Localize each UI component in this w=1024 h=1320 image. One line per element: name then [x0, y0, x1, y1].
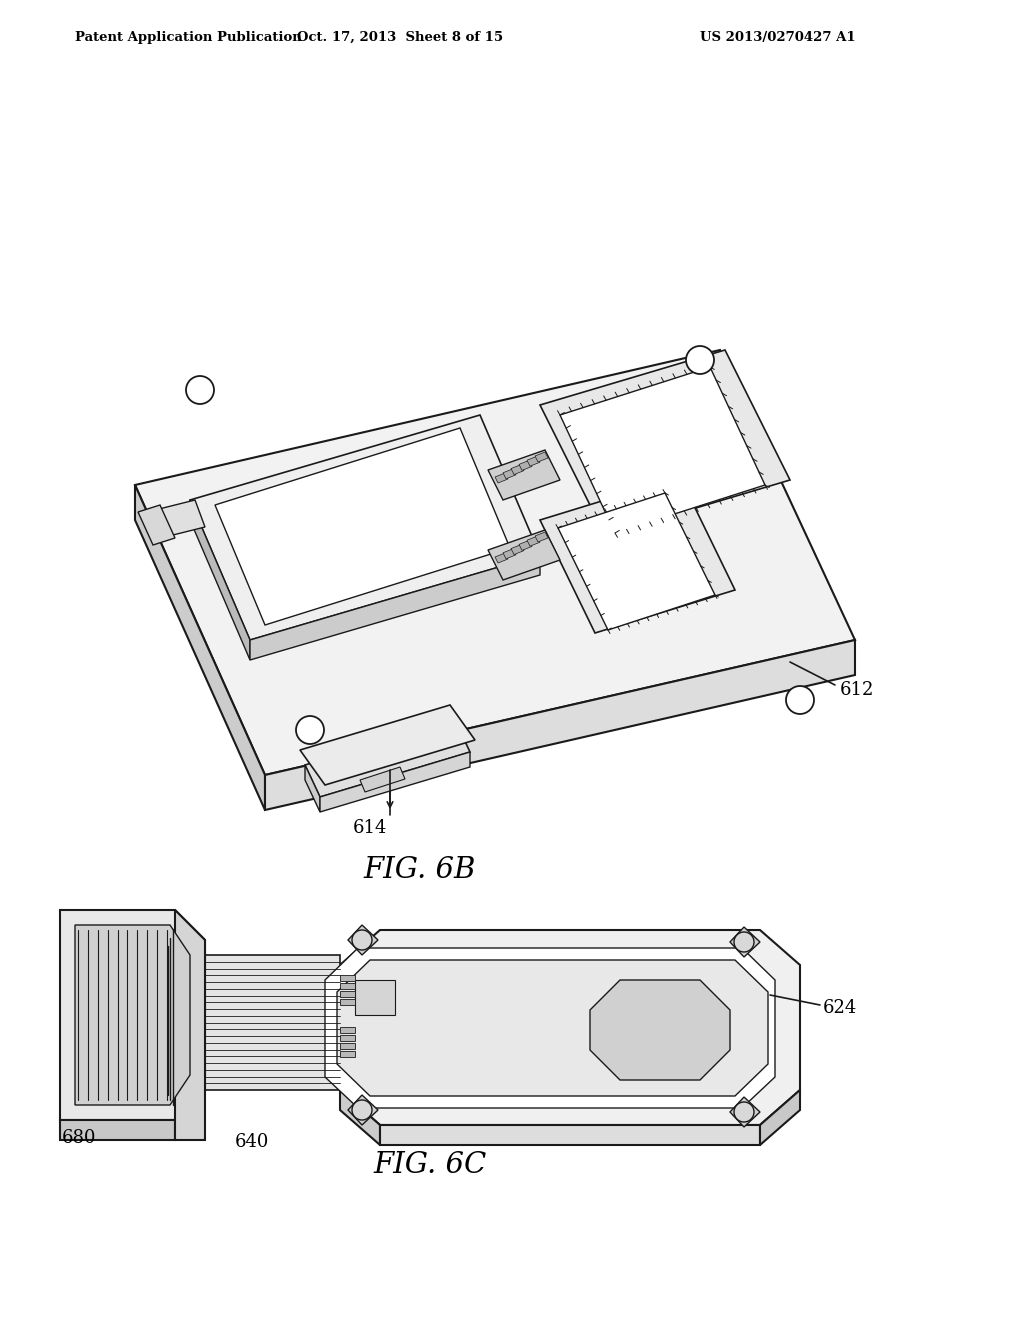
Polygon shape: [380, 1125, 760, 1144]
Text: 680: 680: [62, 1129, 96, 1147]
Polygon shape: [527, 457, 540, 466]
Polygon shape: [265, 640, 855, 810]
Polygon shape: [340, 1090, 380, 1144]
Polygon shape: [340, 1043, 355, 1049]
Polygon shape: [305, 719, 470, 797]
Polygon shape: [488, 531, 560, 579]
Polygon shape: [337, 960, 768, 1096]
Polygon shape: [215, 428, 510, 624]
Polygon shape: [340, 975, 355, 981]
Polygon shape: [250, 554, 540, 660]
Polygon shape: [190, 414, 540, 640]
Text: Oct. 17, 2013  Sheet 8 of 15: Oct. 17, 2013 Sheet 8 of 15: [297, 30, 503, 44]
Polygon shape: [760, 1090, 800, 1144]
Text: FIG. 6B: FIG. 6B: [364, 855, 476, 884]
Polygon shape: [730, 927, 760, 957]
Polygon shape: [300, 705, 475, 785]
Polygon shape: [495, 553, 508, 564]
Circle shape: [186, 376, 214, 404]
Polygon shape: [540, 477, 735, 634]
Polygon shape: [135, 484, 265, 810]
Polygon shape: [590, 979, 730, 1080]
Circle shape: [686, 346, 714, 374]
Polygon shape: [535, 451, 548, 462]
Polygon shape: [348, 925, 378, 954]
Polygon shape: [60, 909, 205, 1119]
Polygon shape: [340, 999, 355, 1005]
Polygon shape: [165, 920, 175, 1110]
Polygon shape: [340, 1035, 355, 1041]
Polygon shape: [138, 506, 175, 545]
Circle shape: [734, 1102, 754, 1122]
Polygon shape: [175, 909, 205, 1140]
Polygon shape: [135, 350, 855, 775]
Polygon shape: [730, 1097, 760, 1127]
Polygon shape: [503, 549, 516, 558]
Polygon shape: [319, 752, 470, 812]
Polygon shape: [340, 1027, 355, 1034]
Polygon shape: [511, 465, 524, 475]
Polygon shape: [155, 500, 205, 537]
Text: US 2013/0270427 A1: US 2013/0270427 A1: [700, 30, 856, 44]
Polygon shape: [503, 469, 516, 479]
Polygon shape: [519, 461, 532, 470]
Polygon shape: [360, 767, 406, 792]
Polygon shape: [355, 979, 395, 1015]
Polygon shape: [305, 766, 319, 812]
Polygon shape: [340, 1051, 355, 1057]
Polygon shape: [340, 991, 355, 997]
Polygon shape: [348, 1096, 378, 1125]
Polygon shape: [540, 350, 790, 535]
Text: 624: 624: [823, 999, 857, 1016]
Circle shape: [296, 715, 324, 744]
Circle shape: [352, 931, 372, 950]
Text: 614: 614: [353, 818, 387, 837]
Circle shape: [734, 932, 754, 952]
Text: Patent Application Publication: Patent Application Publication: [75, 30, 302, 44]
Polygon shape: [511, 545, 524, 554]
Polygon shape: [325, 948, 775, 1107]
Polygon shape: [75, 925, 190, 1105]
Polygon shape: [190, 500, 250, 660]
Circle shape: [352, 1100, 372, 1119]
Polygon shape: [165, 954, 340, 1090]
Circle shape: [786, 686, 814, 714]
Polygon shape: [340, 931, 800, 1125]
Polygon shape: [495, 473, 508, 483]
Polygon shape: [527, 536, 540, 546]
Polygon shape: [560, 367, 765, 533]
Polygon shape: [340, 983, 355, 989]
Polygon shape: [558, 492, 715, 630]
Polygon shape: [535, 532, 548, 543]
Polygon shape: [519, 540, 532, 550]
Polygon shape: [60, 1119, 175, 1140]
Text: 640: 640: [234, 1133, 269, 1151]
Text: FIG. 6C: FIG. 6C: [374, 1151, 486, 1179]
Polygon shape: [488, 450, 560, 500]
Text: 612: 612: [840, 681, 874, 700]
